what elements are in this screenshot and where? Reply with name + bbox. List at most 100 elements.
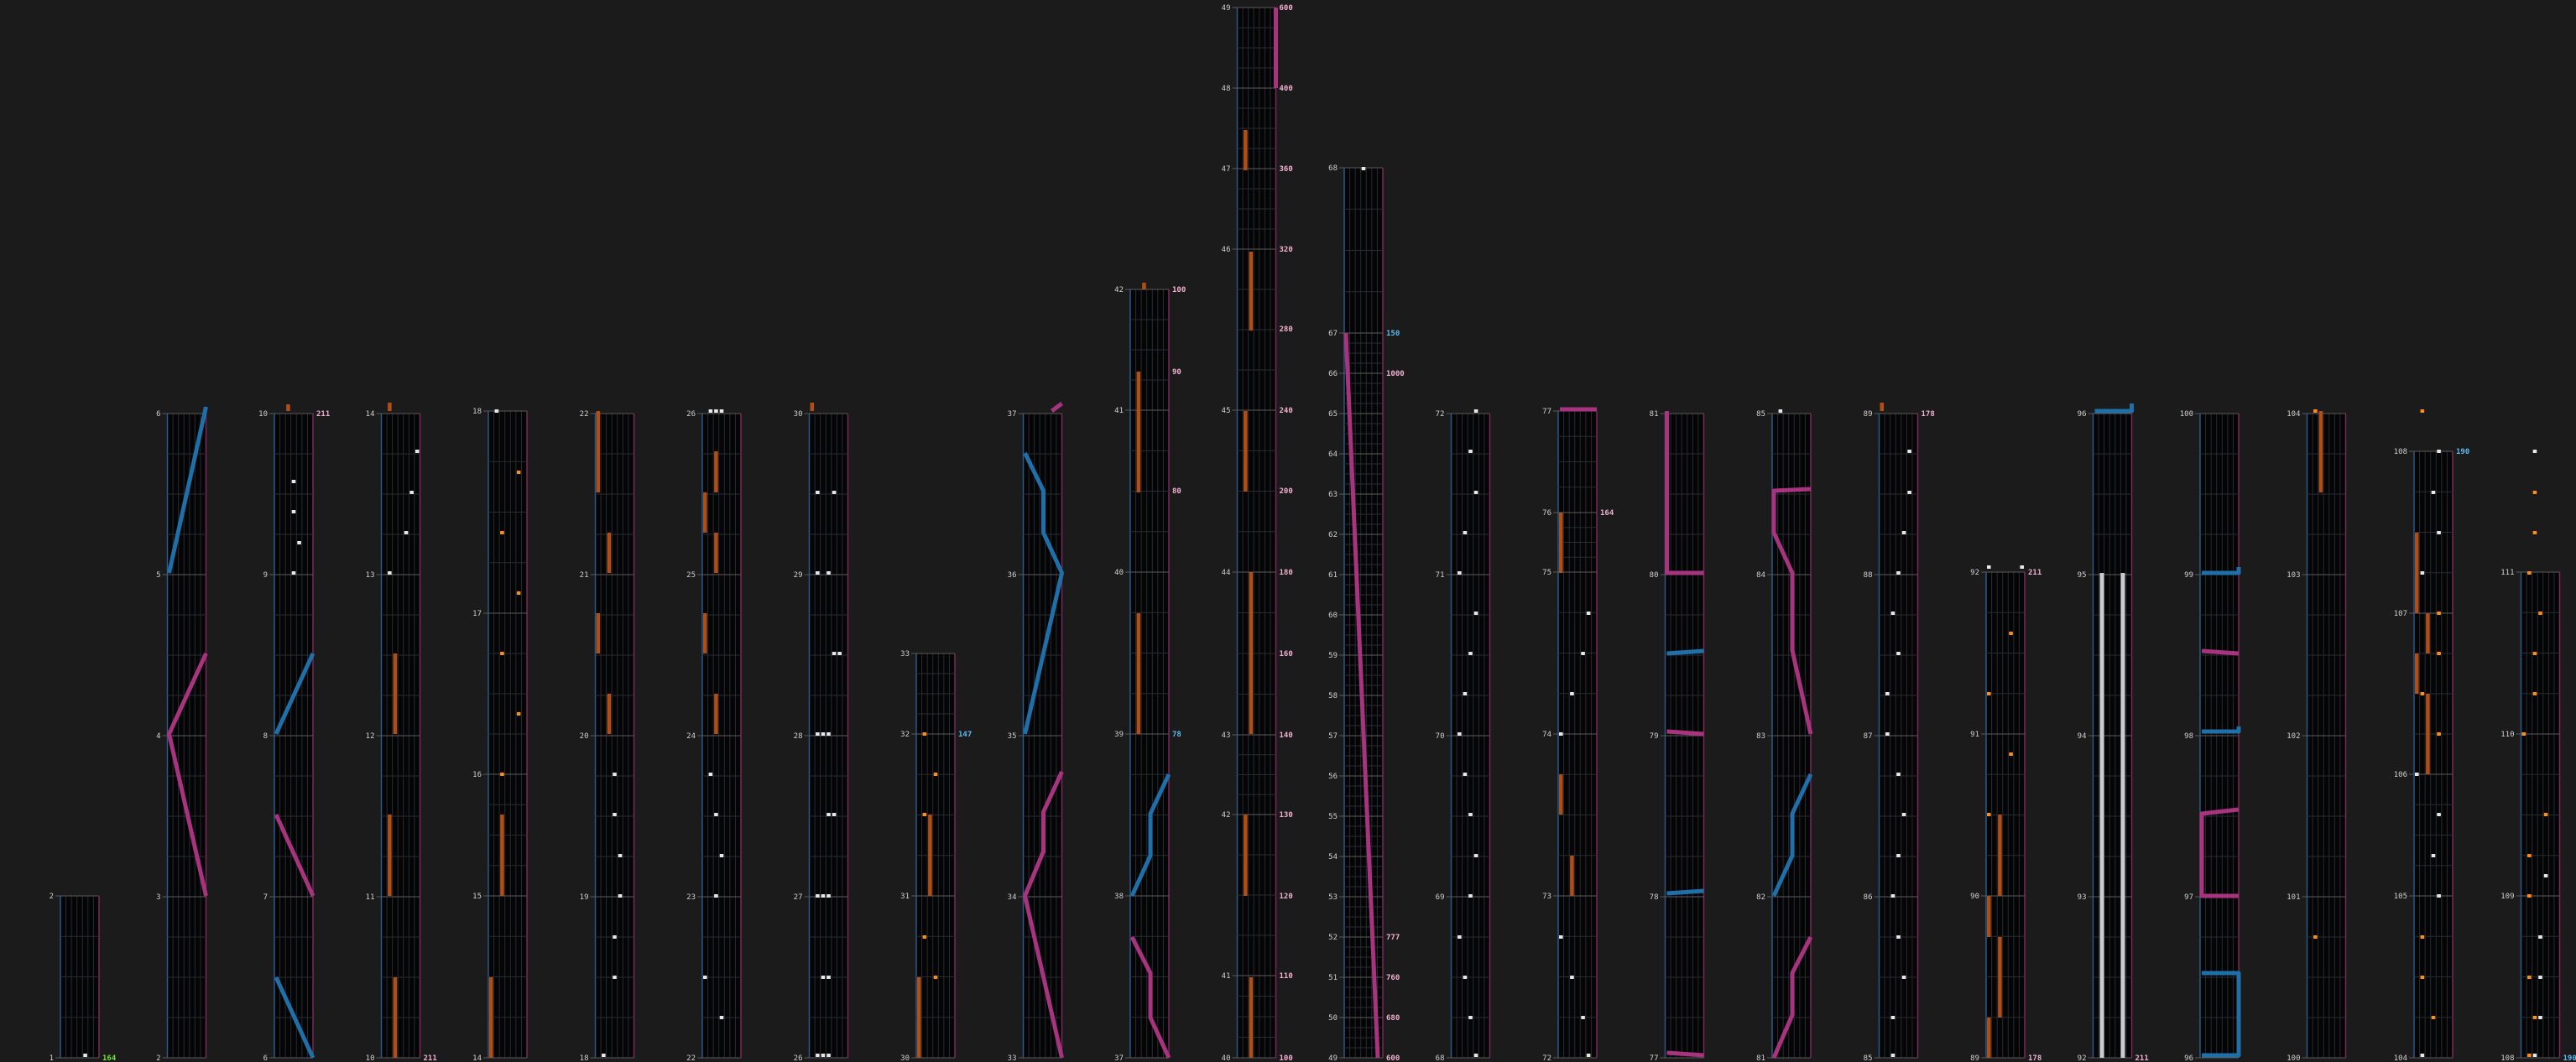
- bpm-label: 280: [1280, 325, 1293, 334]
- bpm-label: 80: [1172, 487, 1181, 496]
- measure-number: 21: [580, 571, 589, 580]
- measure-number: 69: [1436, 893, 1445, 902]
- long-note: [607, 533, 612, 573]
- note: [1901, 531, 1906, 534]
- measure-number: 7: [263, 893, 268, 902]
- measure-number: 68: [1436, 1054, 1445, 1062]
- note: [816, 491, 820, 494]
- measure-number: 19: [580, 893, 589, 902]
- measure-number: 37: [1114, 1054, 1124, 1062]
- measure-number: 25: [686, 571, 696, 580]
- note: [2538, 976, 2542, 979]
- bpm-label: 240: [1280, 407, 1293, 415]
- measure-number: 67: [1328, 330, 1338, 338]
- note: [1473, 409, 1478, 413]
- measure-number: 109: [2500, 893, 2514, 901]
- measure-number: 59: [1328, 652, 1338, 660]
- measure-number: 51: [1328, 974, 1338, 982]
- long-note: [1136, 372, 1141, 492]
- measure-number: 104: [2287, 410, 2300, 419]
- note: [827, 571, 831, 575]
- note: [2532, 1054, 2537, 1057]
- measure-number: 71: [1436, 571, 1445, 580]
- measure-number: 110: [2500, 731, 2514, 739]
- long-note: [1249, 977, 1254, 1058]
- note: [1586, 612, 1591, 615]
- measure-number: 78: [1650, 893, 1659, 902]
- note: [1581, 1016, 1585, 1019]
- measure-number: 8: [263, 732, 268, 741]
- note: [1468, 652, 1473, 655]
- chart-column-1: 1 2 164: [50, 893, 117, 1062]
- note: [2437, 732, 2441, 736]
- note: [1570, 976, 1574, 979]
- measure-number: 40: [1114, 569, 1124, 577]
- measure-number: 80: [1650, 571, 1659, 580]
- measure-number: 18: [472, 408, 482, 416]
- measure-number: 62: [1328, 531, 1338, 539]
- note: [291, 571, 296, 575]
- note: [703, 976, 707, 979]
- measure-number: 31: [900, 893, 910, 901]
- note: [1778, 409, 1783, 413]
- note: [827, 976, 831, 979]
- magenta-scratch: [1023, 770, 1064, 1059]
- chart-column-9: 30 31 32 33 147: [900, 650, 972, 1062]
- long-note: [286, 404, 290, 411]
- note: [1457, 732, 1462, 736]
- note: [1468, 813, 1473, 816]
- magenta-scratch: [1771, 935, 1813, 1059]
- note: [714, 894, 718, 898]
- note: [1890, 894, 1895, 898]
- note: [2420, 409, 2425, 413]
- measure-number: 49: [1222, 4, 1231, 13]
- note: [2538, 935, 2542, 939]
- measure-number: 32: [900, 731, 910, 739]
- note: [827, 1054, 831, 1057]
- note: [2538, 1016, 2542, 1019]
- note: [2543, 874, 2548, 877]
- note: [1890, 1054, 1895, 1057]
- bpm-label: 100: [1280, 1054, 1293, 1062]
- chart-column-11: 37 38 39 40 41 42 78 80 90 100: [1114, 286, 1186, 1062]
- long-note: [1244, 411, 1248, 492]
- note: [1559, 935, 1563, 939]
- bpm-label: 110: [1280, 972, 1293, 981]
- long-note: [1559, 513, 1563, 573]
- note: [2437, 894, 2441, 898]
- bpm-label: 211: [2135, 1054, 2149, 1062]
- measure-number: 30: [794, 410, 803, 419]
- blue-scratch: [1129, 773, 1171, 898]
- bpm-label: 164: [102, 1054, 117, 1062]
- note: [2431, 491, 2436, 494]
- long-note: [928, 815, 932, 896]
- measure-number: 29: [794, 571, 803, 580]
- note: [2532, 491, 2537, 494]
- long-note: [714, 451, 718, 492]
- measure-number: 55: [1328, 813, 1338, 821]
- note: [821, 732, 826, 736]
- bpm-label: 120: [1280, 893, 1293, 901]
- measure-number: 60: [1328, 612, 1338, 620]
- measure-number: 12: [366, 732, 375, 741]
- measure-number: 26: [686, 410, 696, 419]
- chart-column-21: 96 97 98 99 100: [2180, 410, 2240, 1062]
- long-note: [1880, 403, 1885, 411]
- measure-number: 28: [794, 732, 803, 741]
- measure-number: 27: [794, 893, 803, 902]
- note: [2437, 531, 2441, 534]
- long-note: [703, 613, 707, 653]
- note: [816, 894, 820, 898]
- bpm-label: 78: [1172, 731, 1181, 739]
- magenta-scratch: [1666, 729, 1704, 737]
- note: [821, 976, 826, 979]
- measure-number: 84: [1756, 571, 1765, 580]
- bpm-label: 360: [1280, 165, 1293, 174]
- chart-column-15: 72 73 74 75 76 77 164: [1542, 408, 1614, 1062]
- long-note: [2426, 613, 2430, 653]
- measure-number: 34: [1008, 893, 1017, 902]
- bpm-label: 600: [1280, 4, 1293, 13]
- measure-number: 73: [1542, 893, 1551, 901]
- note: [2431, 1016, 2436, 1019]
- measure-number: 106: [2394, 771, 2407, 779]
